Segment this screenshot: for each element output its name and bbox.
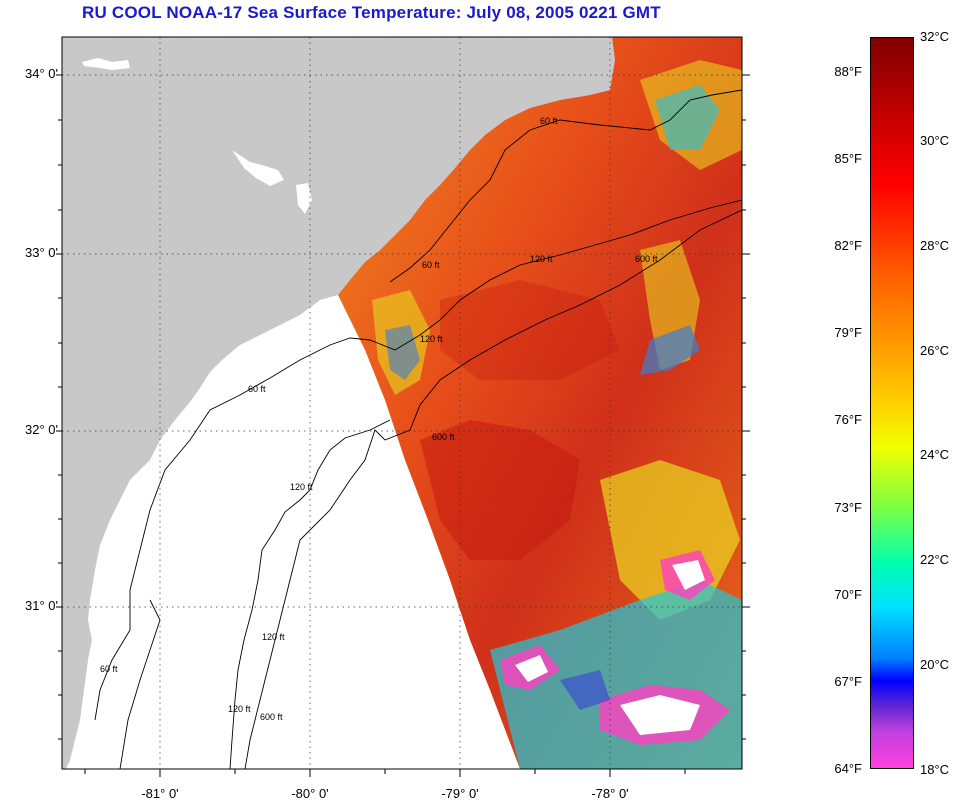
longitude-label: -81° 0': [141, 786, 179, 801]
latitude-label: 32° 0': [25, 422, 58, 437]
map-title: RU COOL NOAA-17 Sea Surface Temperature:…: [82, 3, 661, 22]
contour-label: 60 ft: [248, 384, 266, 394]
cold-patch: [640, 325, 700, 375]
contour-label: 600 ft: [635, 254, 658, 264]
cloud-patch: [515, 655, 548, 682]
contour-label: 600 ft: [432, 432, 455, 442]
colorbar-c-label: 26°C: [920, 343, 950, 358]
warm-core: [440, 280, 620, 380]
contour-label: 60 ft: [422, 260, 440, 270]
contour-label: 600 ft: [260, 712, 283, 722]
contour-label: 120 ft: [262, 632, 285, 642]
cloud-patch: [296, 183, 312, 214]
colorbar-c-label: 32°C: [920, 29, 950, 44]
contour-label: 120 ft: [290, 482, 313, 492]
latitude-label: 34° 0': [25, 66, 58, 81]
longitude-label: -80° 0': [291, 786, 329, 801]
colorbar-f-label: 64°F: [834, 761, 862, 776]
longitude-label: -78° 0': [591, 786, 629, 801]
contour-label: 120 ft: [228, 704, 251, 714]
colorbar-f-label: 73°F: [834, 500, 862, 515]
cloud-patch: [232, 150, 284, 186]
colorbar-c-label: 30°C: [920, 133, 950, 148]
latitude-label: 31° 0': [25, 598, 58, 613]
colorbar-f-label: 79°F: [834, 325, 862, 340]
colorbar-c-label: 18°C: [920, 762, 950, 777]
contour-label: 120 ft: [420, 334, 443, 344]
colorbar-f-label: 70°F: [834, 587, 862, 602]
contour-label: 120 ft: [530, 254, 553, 264]
cold-patch: [655, 85, 720, 150]
cloud-patch: [620, 695, 700, 735]
cloud-patch: [82, 58, 130, 70]
latitude-label: 33° 0': [25, 245, 58, 260]
colorbar-f-label: 85°F: [834, 151, 862, 166]
colorbar-c-label: 22°C: [920, 552, 950, 567]
colorbar-f-label: 76°F: [834, 412, 862, 427]
cloud-patch: [560, 670, 610, 710]
contour-label: 60 ft: [540, 116, 558, 126]
tick-marks: [56, 74, 750, 777]
colorbar-f-label: 67°F: [834, 674, 862, 689]
map-border: [61, 36, 743, 770]
colorbar-c-label: 28°C: [920, 238, 950, 253]
temperature-colorbar: [870, 37, 914, 769]
colorbar-f-label: 88°F: [834, 64, 862, 79]
depth-contours: [94, 89, 742, 769]
colorbar-f-label: 82°F: [834, 238, 862, 253]
contour-label: 60 ft: [100, 664, 118, 674]
colorbar-c-label: 20°C: [920, 657, 950, 672]
land-mass: [62, 37, 615, 769]
grid-lines: [62, 37, 742, 769]
cloud-patch: [672, 560, 705, 590]
longitude-label: -79° 0': [441, 786, 479, 801]
cold-patch: [385, 325, 420, 380]
colorbar-c-label: 24°C: [920, 447, 950, 462]
